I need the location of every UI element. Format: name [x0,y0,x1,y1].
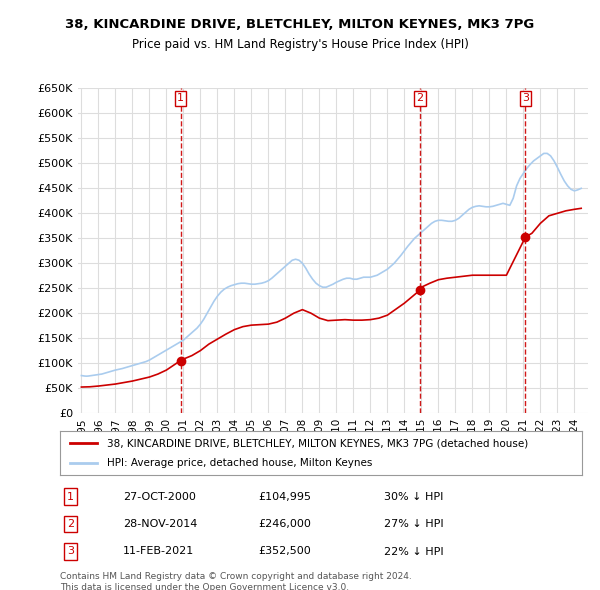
Text: £104,995: £104,995 [259,491,311,502]
Text: £352,500: £352,500 [259,546,311,556]
Text: 3: 3 [67,546,74,556]
Text: 2: 2 [416,93,424,103]
Text: Price paid vs. HM Land Registry's House Price Index (HPI): Price paid vs. HM Land Registry's House … [131,38,469,51]
Text: 22% ↓ HPI: 22% ↓ HPI [383,546,443,556]
Text: 30% ↓ HPI: 30% ↓ HPI [383,491,443,502]
Text: 3: 3 [522,93,529,103]
Text: 1: 1 [177,93,184,103]
Text: 11-FEB-2021: 11-FEB-2021 [122,546,194,556]
Text: 38, KINCARDINE DRIVE, BLETCHLEY, MILTON KEYNES, MK3 7PG: 38, KINCARDINE DRIVE, BLETCHLEY, MILTON … [65,18,535,31]
Text: Contains HM Land Registry data © Crown copyright and database right 2024.
This d: Contains HM Land Registry data © Crown c… [60,572,412,590]
Text: 38, KINCARDINE DRIVE, BLETCHLEY, MILTON KEYNES, MK3 7PG (detached house): 38, KINCARDINE DRIVE, BLETCHLEY, MILTON … [107,438,528,448]
Text: 27-OCT-2000: 27-OCT-2000 [122,491,196,502]
Text: 2: 2 [67,519,74,529]
Text: HPI: Average price, detached house, Milton Keynes: HPI: Average price, detached house, Milt… [107,458,373,467]
Text: 27% ↓ HPI: 27% ↓ HPI [383,519,443,529]
Text: 1: 1 [67,491,74,502]
Text: £246,000: £246,000 [259,519,311,529]
Text: 28-NOV-2014: 28-NOV-2014 [122,519,197,529]
